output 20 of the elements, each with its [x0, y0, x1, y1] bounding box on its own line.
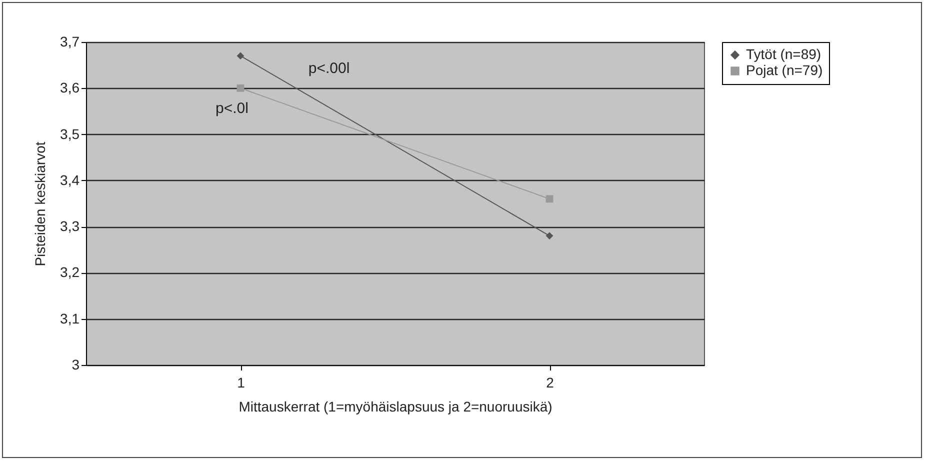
x-tick-label: 2 [546, 374, 554, 390]
y-tick-label: 3,5 [60, 126, 80, 142]
x-axis-title: Mittauskerrat (1=myöhäislapsuus ja 2=nuoruusikä) [238, 398, 552, 414]
legend-label: Pojat (n=79) [746, 62, 823, 78]
legend-label: Tytöt (n=89) [746, 46, 822, 62]
y-tick-label: 3,6 [60, 80, 80, 96]
y-axis-title: Pisteiden keskiarvot [32, 142, 48, 266]
x-tick-label: 1 [237, 374, 246, 390]
annotation: p<.0l [216, 100, 248, 117]
y-tick-label: 3,2 [60, 264, 80, 280]
annotation: p<.00l [308, 60, 350, 77]
point [236, 84, 244, 92]
y-tick-label: 3,4 [60, 172, 80, 188]
y-tick-label: 3 [72, 356, 80, 372]
point [546, 232, 554, 240]
y-tick-label: 3,7 [60, 34, 80, 50]
y-tick-label: 3,3 [60, 218, 80, 234]
y-tick-label: 3,1 [60, 310, 80, 326]
point [236, 52, 244, 60]
point [546, 195, 554, 203]
